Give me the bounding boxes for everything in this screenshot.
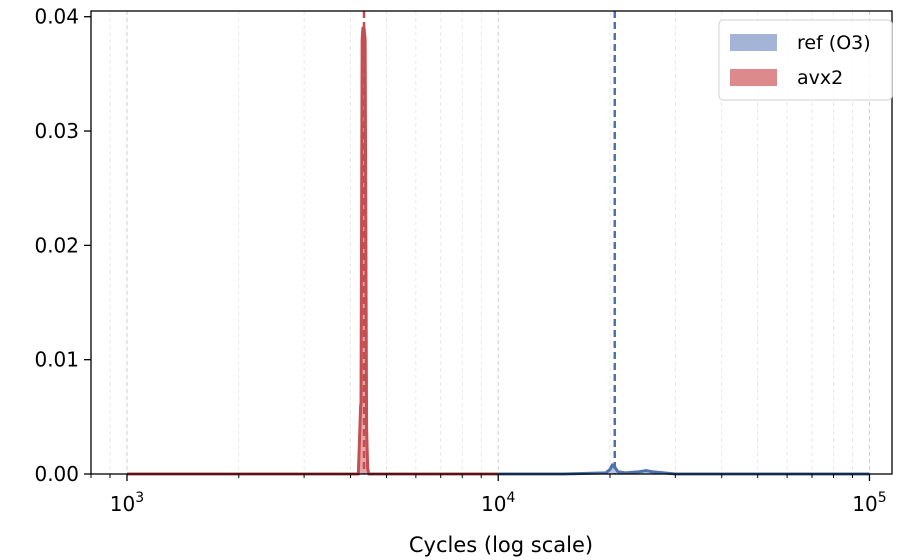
- x-tick-label: 104: [481, 490, 515, 516]
- series-line-ref: [498, 463, 870, 476]
- series-line-avx2: [126, 26, 499, 476]
- plot-frame: [90, 10, 893, 475]
- x-tick-label: 105: [852, 490, 886, 516]
- grid-lines: [90, 11, 870, 474]
- y-tick-label: 0.02: [34, 233, 79, 257]
- legend: ref (O3) avx2: [718, 19, 893, 101]
- y-tick-label: 0.00: [34, 462, 79, 486]
- y-tick-label: 0.04: [34, 5, 79, 29]
- y-tick-label: 0.01: [34, 348, 79, 372]
- x-axis-label: Cycles (log scale): [409, 533, 593, 557]
- legend-label-avx2: avx2: [797, 67, 843, 89]
- marker-lines: [362, 11, 616, 474]
- legend-swatch-ref: [730, 34, 777, 51]
- legend-label-ref: ref (O3): [797, 32, 871, 54]
- legend-swatch-avx2: [730, 69, 777, 86]
- x-tick-label: 103: [110, 490, 144, 516]
- y-tick-label: 0.03: [34, 119, 79, 143]
- tick-labels: 0.00 0.01 0.02 0.03 0.04 103 104 105: [34, 5, 886, 516]
- series-area-avx2: [126, 28, 499, 475]
- axes: [84, 10, 893, 481]
